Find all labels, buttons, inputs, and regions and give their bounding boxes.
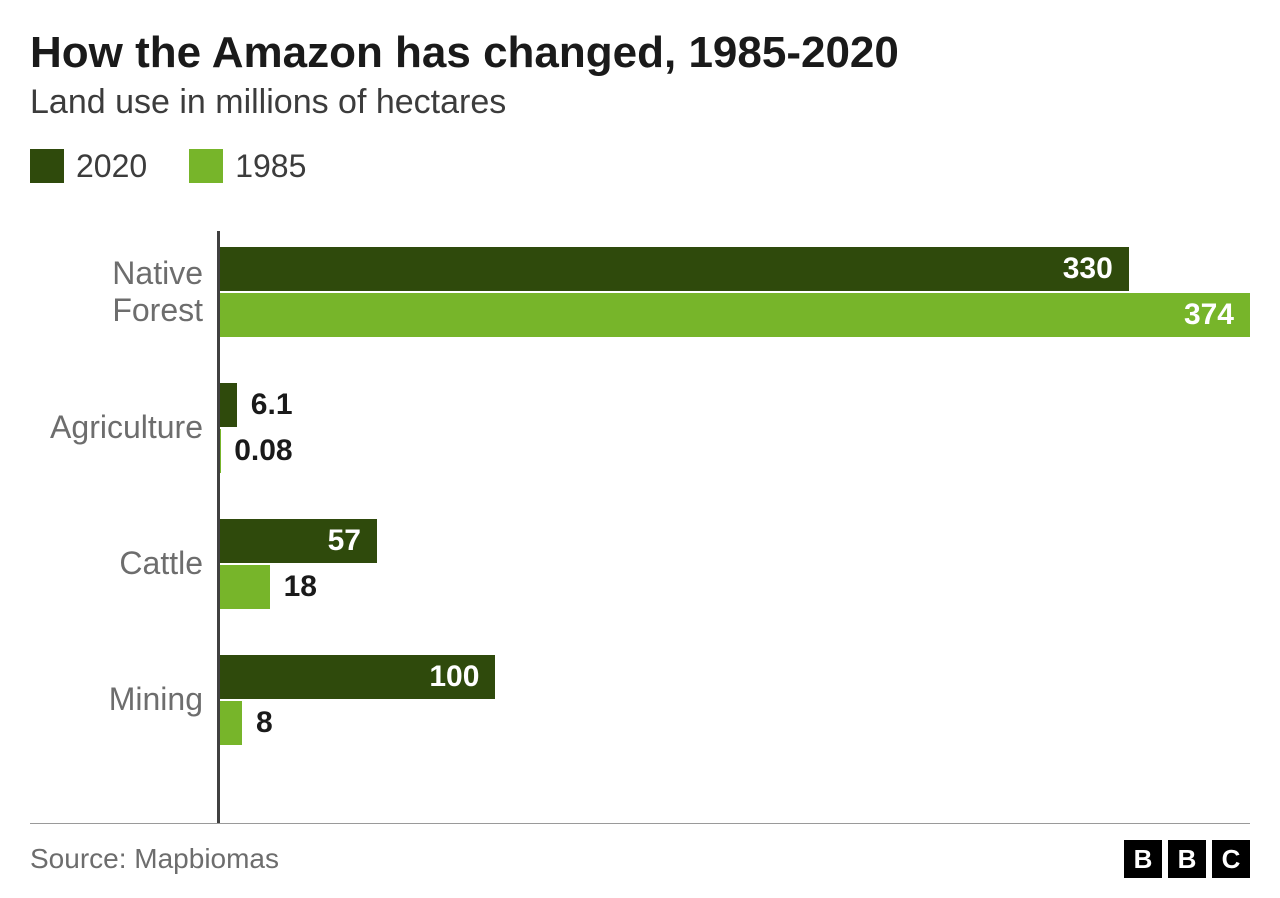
y-axis-labels: NativeForest Agriculture Cattle Mining: [30, 231, 217, 823]
bar-row: 6.1: [220, 383, 1250, 427]
bar-row: 8: [220, 701, 1250, 745]
legend-label: 2020: [76, 148, 147, 185]
bar-value-label: 100: [220, 660, 495, 694]
bar-value-label: 8: [242, 706, 273, 740]
bbc-logo: BBC: [1124, 840, 1250, 878]
bar-row: 374: [220, 293, 1250, 337]
bar-group: 1008: [220, 639, 1250, 761]
category-label: Agriculture: [30, 367, 217, 489]
legend-item-s2020: 2020: [30, 148, 147, 185]
bar-group: 330374: [220, 231, 1250, 353]
chart-container: How the Amazon has changed, 1985-2020 La…: [0, 0, 1280, 898]
bar-group: 6.1 0.08: [220, 367, 1250, 489]
bbc-logo-letter: B: [1124, 840, 1162, 878]
category-label: Cattle: [30, 503, 217, 625]
bbc-logo-letter: B: [1168, 840, 1206, 878]
bar-value-label: 0.08: [220, 434, 292, 468]
bar-row: 330: [220, 247, 1250, 291]
bars-area: 3303746.10.0857181008: [217, 231, 1250, 823]
legend-swatch: [189, 149, 223, 183]
bar-value-label: 57: [220, 524, 377, 558]
legend: 2020 1985: [30, 148, 1250, 185]
legend-item-s1985: 1985: [189, 148, 306, 185]
bar-value-label: 330: [220, 252, 1129, 286]
legend-swatch: [30, 149, 64, 183]
bar-group: 5718: [220, 503, 1250, 625]
bar-value-label: 374: [220, 298, 1250, 332]
bar-row: 100: [220, 655, 1250, 699]
bar-value-label: 18: [270, 570, 317, 604]
legend-label: 1985: [235, 148, 306, 185]
bar: [220, 565, 270, 609]
bbc-logo-letter: C: [1212, 840, 1250, 878]
source-text: Source: Mapbiomas: [30, 843, 279, 875]
chart-title: How the Amazon has changed, 1985-2020: [30, 28, 1250, 79]
category-label: NativeForest: [30, 231, 217, 353]
bar-value-label: 6.1: [237, 388, 293, 422]
chart-subtitle: Land use in millions of hectares: [30, 83, 1250, 122]
bar-row: 18: [220, 565, 1250, 609]
bar-row: 57: [220, 519, 1250, 563]
category-label: Mining: [30, 639, 217, 761]
footer: Source: Mapbiomas BBC: [30, 823, 1250, 878]
bar: [220, 701, 242, 745]
bar: [220, 383, 237, 427]
plot-area: NativeForestAgricultureCattleMining 3303…: [30, 231, 1250, 823]
bar-row: 0.08: [220, 429, 1250, 473]
